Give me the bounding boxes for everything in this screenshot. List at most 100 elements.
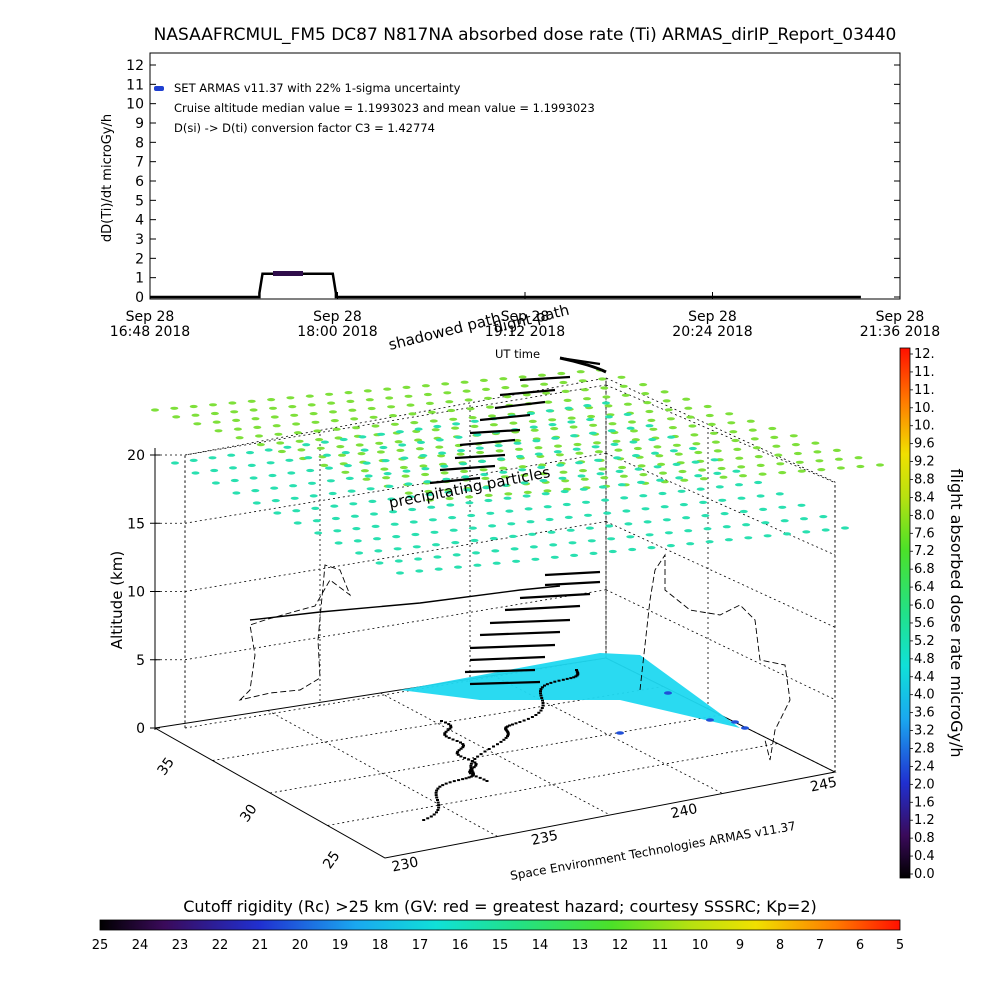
particle-marker: [576, 370, 585, 374]
dose-colorbar-tick-label: 12.: [914, 347, 935, 362]
shadow-point: [473, 758, 477, 760]
particle-marker: [449, 528, 458, 532]
particle-marker: [629, 440, 638, 444]
particle-marker: [664, 408, 673, 412]
back-wall-projection: [238, 564, 352, 701]
right-wall-projection: [639, 553, 791, 761]
particle-marker: [662, 518, 671, 522]
shadow-point: [574, 675, 578, 678]
particle-marker: [518, 468, 527, 472]
particle-marker: [285, 458, 294, 462]
particle-marker: [579, 469, 587, 473]
dose-colorbar-tick-label: 0.8: [914, 831, 935, 846]
particle-marker: [564, 406, 573, 410]
altitude-tick-label: 5: [136, 653, 145, 669]
particle-marker: [737, 496, 746, 500]
particle-marker: [476, 450, 485, 455]
shadow-point: [444, 730, 448, 733]
particle-marker: [739, 474, 747, 478]
flight-path-segment: [469, 680, 541, 686]
particle-marker: [854, 456, 863, 460]
flight-path-segment: [469, 655, 546, 662]
top-x-tick-time: 19:12 2018: [485, 324, 565, 340]
particle-marker: [451, 541, 460, 545]
particle-marker: [412, 545, 421, 549]
top-y-tick-label: 2: [135, 251, 144, 267]
shadow-point: [474, 775, 478, 778]
particle-marker: [778, 471, 787, 475]
shadow-point: [540, 686, 544, 689]
particle-marker: [832, 448, 841, 452]
particle-marker: [330, 419, 339, 423]
particle-marker: [189, 458, 198, 462]
particle-marker: [664, 531, 673, 535]
top-y-tick-label: 3: [135, 232, 144, 248]
particle-marker: [756, 463, 765, 467]
particle-marker: [626, 535, 635, 539]
particle-marker: [598, 377, 607, 381]
particle-marker: [486, 405, 494, 409]
surface-specks: [616, 691, 749, 735]
back-wall-gridline: [184, 384, 607, 456]
particle-marker: [421, 384, 430, 388]
shadow-point: [461, 743, 465, 746]
particle-marker: [362, 461, 371, 465]
particle-marker: [699, 477, 708, 481]
particle-marker: [338, 453, 346, 457]
particle-marker: [438, 451, 447, 455]
particle-marker: [645, 533, 654, 537]
dose-colorbar-tick-label: 2.0: [914, 777, 935, 792]
particle-marker: [402, 469, 411, 473]
shadow-point: [543, 684, 546, 687]
particle-marker: [637, 464, 646, 468]
top-y-tick-label: 5: [135, 193, 144, 209]
shadow-point: [506, 731, 510, 733]
cutoff-tick-label: 19: [332, 938, 349, 953]
particle-marker: [460, 469, 469, 473]
top-y-tick-label: 1: [135, 271, 144, 287]
particle-marker: [558, 476, 567, 480]
particle-marker: [363, 389, 372, 393]
particle-marker: [247, 399, 256, 403]
particle-marker: [390, 422, 399, 426]
particle-marker: [515, 454, 524, 459]
particle-marker: [778, 505, 787, 509]
particle-marker: [666, 417, 675, 421]
particle-marker: [789, 434, 798, 438]
particle-marker: [639, 383, 648, 387]
dose-colorbar-tick-label: 0.4: [914, 849, 935, 864]
shadow-point: [443, 732, 447, 735]
shadow-point: [449, 724, 453, 727]
particle-marker: [463, 488, 472, 492]
particle-marker: [329, 410, 337, 414]
dose-colorbar-tick-label: 0.0: [914, 867, 935, 882]
particle-marker: [283, 445, 292, 449]
shadow-point: [545, 683, 549, 686]
particle-marker: [577, 474, 586, 478]
shadow-point: [468, 770, 472, 773]
dose-colorbar-tick-label: 6.0: [914, 598, 935, 613]
particle-marker: [440, 464, 449, 468]
particle-marker: [423, 480, 432, 484]
shadowed-path-trace: [422, 669, 580, 821]
particle-marker: [287, 471, 296, 475]
cyan-surface-layer: [400, 653, 740, 728]
dose-colorbar-tick-label: 11.: [914, 383, 935, 398]
particle-marker: [588, 431, 597, 435]
particle-marker: [507, 522, 516, 526]
altitude-tick-label: 15: [127, 516, 145, 532]
particle-marker: [662, 399, 671, 403]
particle-marker: [637, 480, 645, 484]
particle-marker: [639, 494, 648, 498]
particle-marker: [290, 496, 299, 500]
particle-marker: [427, 410, 436, 414]
particle-marker: [273, 511, 282, 515]
shadow-point: [449, 726, 453, 729]
particle-marker: [286, 396, 295, 400]
particle-marker: [468, 526, 477, 530]
particle-marker: [267, 398, 276, 402]
ut-time-label: UT time: [495, 347, 540, 361]
particle-marker: [387, 497, 396, 501]
particle-marker: [394, 440, 403, 444]
shadow-point: [440, 720, 443, 722]
